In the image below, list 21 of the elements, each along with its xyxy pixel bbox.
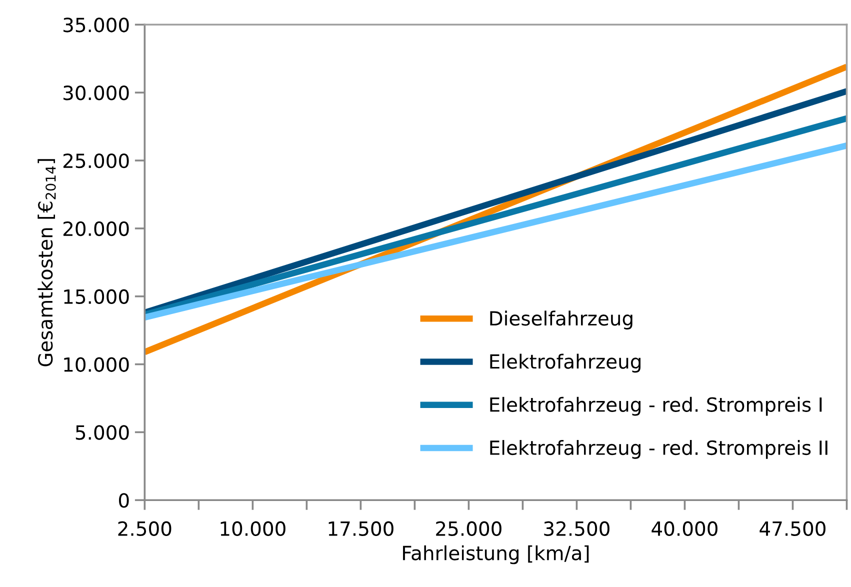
x-axis-title: Fahrleistung [km/a] xyxy=(403,545,589,564)
y-tick-label: 0 xyxy=(118,493,129,508)
x-tick-label: 10.000 xyxy=(220,521,286,536)
x-tick-label: 25.000 xyxy=(436,521,502,536)
y-tick-label: 35.000 xyxy=(64,18,129,32)
x-tick-label: 32.500 xyxy=(544,521,610,536)
x-tick-label: 2.500 xyxy=(118,521,172,536)
y-tick-label: 5.000 xyxy=(76,425,129,440)
legend-label: Elektrofahrzeug - red. Strompreis I xyxy=(490,396,822,416)
y-tick-label: 30.000 xyxy=(64,86,129,100)
y-tick-label: 20.000 xyxy=(63,221,129,236)
x-tick-label: 47.500 xyxy=(760,521,826,536)
x-tick-label: 17.500 xyxy=(328,521,394,536)
y-axis-title: Gesamtkosten [€$_{2014}$] xyxy=(38,159,56,366)
y-tick-label: 10.000 xyxy=(64,357,129,372)
legend-label: Elektrofahrzeug xyxy=(490,354,640,373)
legend-label: Dieselfahrzeug xyxy=(490,310,632,330)
y-tick-label: 15.000 xyxy=(64,289,129,304)
y-tick-label: 25.000 xyxy=(63,153,129,168)
x-tick-label: 40.000 xyxy=(652,521,718,536)
legend-label: Elektrofahrzeug - red. Strompreis II xyxy=(490,440,828,459)
